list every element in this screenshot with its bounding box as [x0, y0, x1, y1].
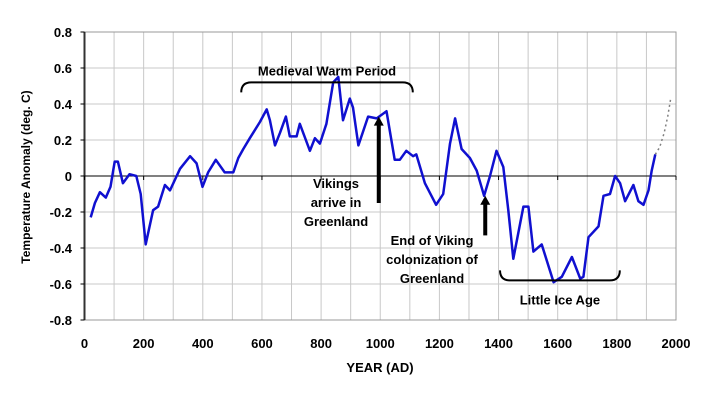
- y-tick-label: 0.6: [54, 61, 72, 76]
- x-tick-label: 1800: [602, 336, 631, 351]
- y-axis-title: Temperature Anomaly (deg. C): [19, 90, 33, 263]
- series-line: [654, 98, 672, 155]
- little-ice-age-label: Little Ice Age: [520, 292, 600, 307]
- x-tick-label: 800: [310, 336, 332, 351]
- vikings-arrive-label: Greenland: [304, 214, 368, 229]
- vikings-arrive-label: arrive in: [311, 195, 362, 210]
- viking-end-label: Greenland: [400, 271, 464, 286]
- series-lines: [89, 75, 672, 284]
- annotations: Medieval Warm Period Little Ice Age Viking…: [240, 63, 621, 307]
- y-tick-label: 0.2: [54, 133, 72, 148]
- y-tick-label: 0.8: [54, 25, 72, 40]
- x-axis-title: YEAR (AD): [346, 360, 413, 375]
- x-tick-label: 1400: [484, 336, 513, 351]
- viking-end-arrow-head: [480, 195, 491, 205]
- x-tick-label: 400: [192, 336, 214, 351]
- x-tick-label: 200: [133, 336, 155, 351]
- x-tick-label: 0: [81, 336, 88, 351]
- y-tick-label: 0: [65, 169, 72, 184]
- y-tick-label: -0.6: [50, 277, 72, 292]
- series-line: [89, 75, 657, 284]
- viking-end-label: End of Viking: [391, 233, 474, 248]
- y-tick-label: -0.2: [50, 205, 72, 220]
- tick-labels: 0 200 400 600 800 1000 1200 1400 1600 1800 2000 0.8…: [50, 25, 691, 351]
- vikings-arrive-label: Vikings: [313, 176, 359, 191]
- vikings-arrive-arrow-head: [373, 116, 384, 126]
- x-tick-label: 1000: [366, 336, 395, 351]
- little-ice-age-bracket: [499, 270, 621, 282]
- y-tick-label: -0.8: [50, 313, 72, 328]
- x-tick-label: 1600: [543, 336, 572, 351]
- x-tick-label: 600: [251, 336, 273, 351]
- medieval-warm-period-label: Medieval Warm Period: [258, 63, 396, 78]
- medieval-warm-period-bracket: [240, 81, 414, 93]
- viking-end-label: colonization of: [386, 252, 478, 267]
- y-tick-label: -0.4: [50, 241, 73, 256]
- x-tick-label: 1200: [425, 336, 454, 351]
- y-tick-label: 0.4: [54, 97, 73, 112]
- x-tick-label: 2000: [662, 336, 691, 351]
